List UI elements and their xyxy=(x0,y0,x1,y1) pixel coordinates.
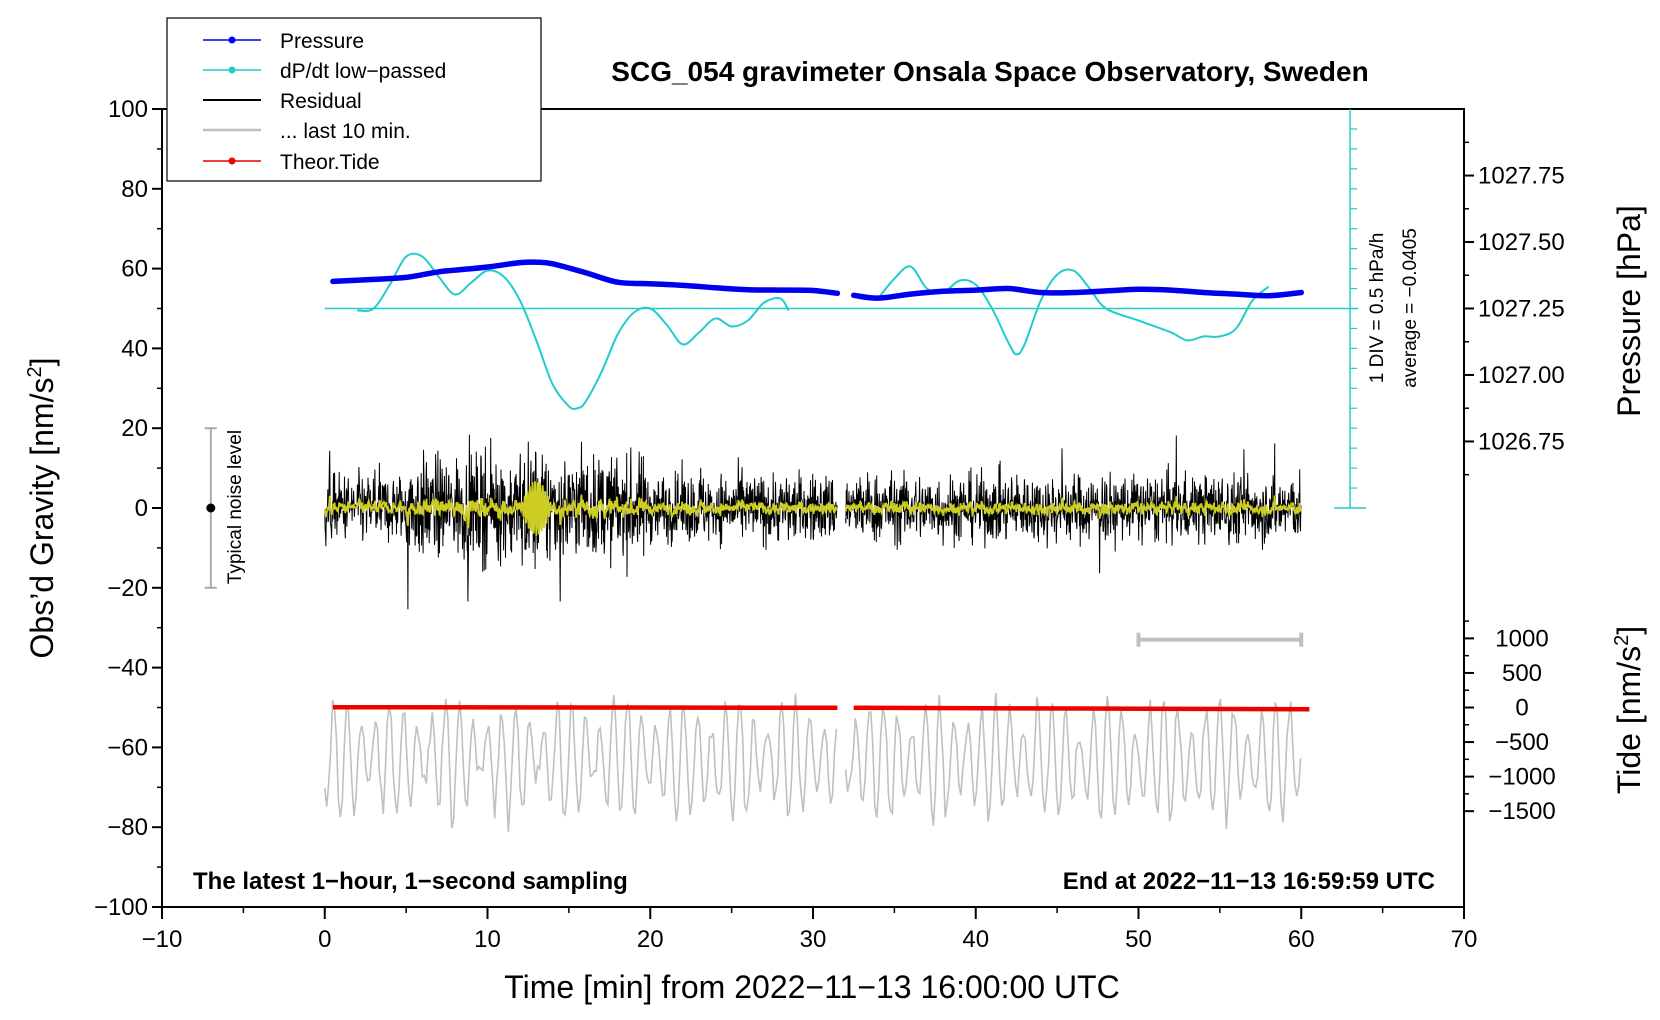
pressure-tick-label-2: 1027.25 xyxy=(1478,296,1565,323)
tide-axis-title-main: Tide [nm/s xyxy=(1611,646,1647,794)
x-tick-label-6: 50 xyxy=(1125,926,1152,953)
legend-marker-pressure xyxy=(228,36,236,44)
x-tick-label-2: 10 xyxy=(474,926,501,953)
legend: Pressure dP/dt low−passed Residual ... l… xyxy=(166,17,542,182)
residual-lowpass-segment-0 xyxy=(323,481,838,536)
x-tick-label-3: 20 xyxy=(637,926,664,953)
dpdt-average-label: average = −0.0405 xyxy=(1400,228,1421,388)
y-tick-label-7: 40 xyxy=(121,335,148,362)
legend-marker-tide xyxy=(228,157,236,165)
noise-level-label: Typical noise level xyxy=(225,430,246,584)
pressure-tick-label-0: 1026.75 xyxy=(1478,428,1565,455)
legend-label-last10: ... last 10 min. xyxy=(280,120,411,143)
tide-tick-label-5: 1000 xyxy=(1495,625,1548,652)
x-tick-label-8: 70 xyxy=(1451,926,1478,953)
tide-axis-title: Tide [nm/s2] xyxy=(1611,626,1647,794)
legend-label-pressure: Pressure xyxy=(280,30,364,53)
x-axis-title: Time [min] from 2022−11−13 16:00:00 UTC xyxy=(504,969,1119,1005)
legend-label-residual: Residual xyxy=(280,90,362,113)
pressure-tick-label-1: 1027.00 xyxy=(1478,362,1565,389)
tide-tick-label-4: 500 xyxy=(1502,660,1542,687)
pressure-tick-label-3: 1027.50 xyxy=(1478,229,1565,256)
tide-axis: −1500 −1000 −500 0 500 1000 xyxy=(1464,620,1556,825)
pressure-axis: 1026.75 1027.00 1027.25 1027.50 1027.75 xyxy=(1464,141,1565,476)
legend-label-tide: Theor.Tide xyxy=(280,151,380,174)
x-tick-label-4: 30 xyxy=(800,926,827,953)
y-tick-label-5: 0 xyxy=(135,495,148,522)
y-tick-label-2: −60 xyxy=(107,734,148,761)
residual-trace-segment-0 xyxy=(324,434,838,610)
x-axis: −10 0 10 20 30 40 50 60 70 xyxy=(142,907,1478,953)
y-tick-label-1: −80 xyxy=(107,814,148,841)
y-tick-label-0: −100 xyxy=(94,894,148,921)
y-axis-title-sup: 2 xyxy=(24,366,46,377)
legend-label-dpdt: dP/dt low−passed xyxy=(280,60,446,83)
pressure-tick-label-4: 1027.75 xyxy=(1478,163,1565,190)
y-axis: −100 −80 −60 −40 −20 0 20 40 60 80 100 xyxy=(94,96,162,921)
legend-marker-dpdt xyxy=(228,66,236,74)
y-tick-label-6: 20 xyxy=(121,415,148,442)
x-tick-label-7: 60 xyxy=(1288,926,1315,953)
last10-trace-segment-0 xyxy=(324,693,838,832)
series-layer xyxy=(204,252,1310,832)
tide-line-segment-0 xyxy=(332,704,838,711)
y-axis-title: Obs’d Gravity [nm/s2] xyxy=(24,358,60,659)
chart-title: SCG_054 gravimeter Onsala Space Observat… xyxy=(611,56,1368,87)
last10-trace-segment-1 xyxy=(844,693,1302,829)
y-axis-title-main: Obs’d Gravity [nm/s xyxy=(24,378,60,659)
y-axis-title-end: ] xyxy=(24,358,60,367)
tide-axis-title-sup: 2 xyxy=(1611,635,1633,646)
tide-tick-label-0: −1500 xyxy=(1488,798,1555,825)
tide-tick-label-2: −500 xyxy=(1495,729,1549,756)
x-tick-label-5: 40 xyxy=(962,926,989,953)
dpdt-scale-axis xyxy=(324,109,1367,509)
residual-trace-segment-1 xyxy=(845,435,1302,574)
pressure-axis-title: Pressure [hPa] xyxy=(1611,205,1647,417)
y-tick-label-9: 80 xyxy=(121,176,148,203)
footer-right-note: End at 2022−11−13 16:59:59 UTC xyxy=(1063,868,1435,895)
residual-lowpass-segment-1 xyxy=(844,495,1302,519)
x-tick-label-0: −10 xyxy=(142,926,183,953)
y-tick-label-3: −40 xyxy=(107,655,148,682)
footer-left-note: The latest 1−hour, 1−second sampling xyxy=(193,868,628,895)
tide-line-segment-1 xyxy=(853,705,1310,712)
dpdt-scale-label: 1 DIV = 0.5 hPa/h xyxy=(1367,233,1388,384)
tide-axis-title-end: ] xyxy=(1611,626,1647,635)
pressure-line-segment-1 xyxy=(850,285,1305,301)
y-tick-label-4: −20 xyxy=(107,575,148,602)
y-tick-label-8: 60 xyxy=(121,256,148,283)
noise-bar-center-dot xyxy=(206,503,216,513)
x-tick-label-1: 0 xyxy=(318,926,331,953)
pressure-line-segment-0 xyxy=(330,259,841,297)
tide-tick-label-3: 0 xyxy=(1515,695,1528,722)
dpdt-line-segment-1 xyxy=(877,265,1270,356)
tide-tick-label-1: −1000 xyxy=(1488,764,1555,791)
y-tick-label-10: 100 xyxy=(108,96,148,123)
